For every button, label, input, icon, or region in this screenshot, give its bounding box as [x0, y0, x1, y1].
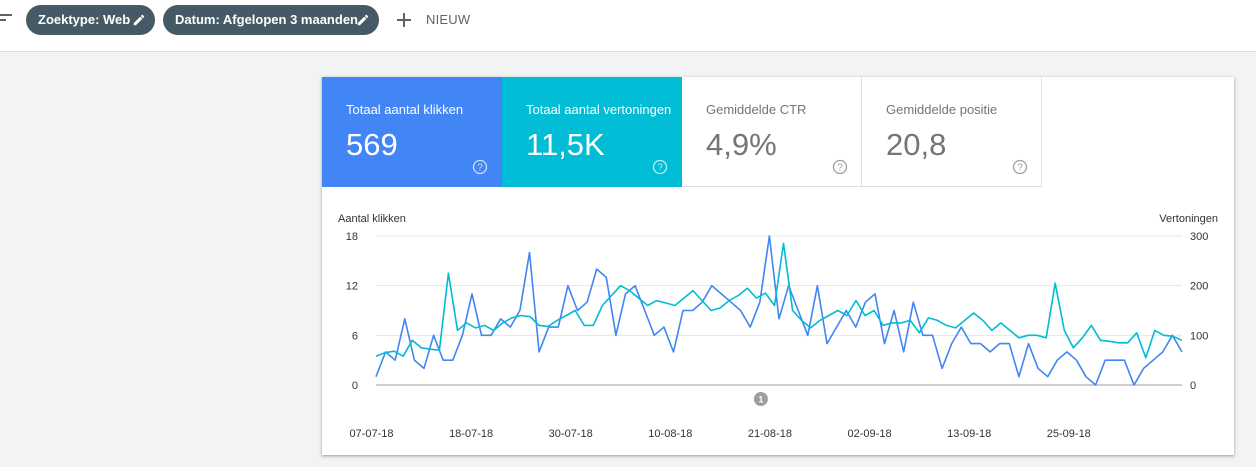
metric-value: 4,9%	[706, 127, 777, 162]
y-tick-label-right: 200	[1190, 281, 1208, 293]
help-icon[interactable]: ?	[1012, 159, 1028, 175]
date-range-chip[interactable]: Datum: Afgelopen 3 maanden	[163, 5, 379, 35]
metric-value: 569	[346, 127, 398, 162]
x-tick-label: 13-09-18	[947, 428, 991, 440]
y-tick-label-right: 0	[1190, 380, 1196, 392]
y-tick-label-right: 100	[1190, 330, 1208, 342]
svg-text:?: ?	[477, 163, 483, 174]
x-tick-label: 18-07-18	[449, 428, 493, 440]
search-type-chip[interactable]: Zoektype: Web	[26, 5, 155, 35]
x-tick-label: 02-09-18	[848, 428, 892, 440]
y-tick-label-left: 12	[346, 281, 358, 293]
annotation-marker[interactable]	[753, 392, 768, 406]
metric-value: 11,5K	[526, 127, 605, 162]
metric-total-impressions[interactable]: Totaal aantal vertoningen 11,5K ?	[502, 77, 682, 187]
metric-average-position[interactable]: Gemiddelde positie 20,8 ?	[862, 77, 1042, 187]
metric-label: Totaal aantal vertoningen	[526, 102, 672, 117]
metric-average-ctr[interactable]: Gemiddelde CTR 4,9% ?	[682, 77, 862, 187]
help-icon[interactable]: ?	[652, 159, 668, 175]
y-tick-label-left: 6	[352, 330, 358, 342]
right-axis-label: Vertoningen	[1159, 213, 1218, 225]
x-tick-label: 07-07-18	[349, 428, 393, 440]
edit-pencil-icon[interactable]	[132, 13, 146, 27]
metric-label: Totaal aantal klikken	[346, 102, 464, 117]
edit-pencil-icon[interactable]	[356, 13, 370, 27]
metric-total-clicks[interactable]: Totaal aantal klikken 569 ?	[322, 77, 502, 187]
clicks-series-line	[375, 235, 1183, 386]
x-tick-label: 25-09-18	[1047, 428, 1091, 440]
filter-icon[interactable]	[0, 13, 12, 27]
filter-bar: Zoektype: Web Datum: Afgelopen 3 maanden…	[0, 0, 1256, 52]
date-range-chip-label: Datum: Afgelopen 3 maanden	[175, 12, 358, 27]
add-filter-button[interactable]: NIEUW	[396, 6, 470, 34]
x-tick-label: 30-07-18	[549, 428, 593, 440]
metric-label: Gemiddelde CTR	[706, 102, 807, 117]
x-tick-label: 21-08-18	[748, 428, 792, 440]
y-tick-label-left: 0	[352, 380, 358, 392]
search-type-chip-label: Zoektype: Web	[38, 12, 131, 27]
add-filter-label: NIEUW	[426, 12, 471, 27]
y-tick-label-right: 300	[1190, 231, 1208, 243]
x-tick-label: 10-08-18	[648, 428, 692, 440]
metric-value: 20,8	[886, 127, 947, 162]
help-icon[interactable]: ?	[472, 159, 488, 175]
svg-text:?: ?	[837, 163, 843, 174]
annotation-label: 1	[758, 395, 763, 405]
impressions-series-line	[375, 242, 1183, 359]
performance-card: Totaal aantal klikken 569 ? Totaal aanta…	[322, 77, 1234, 455]
svg-text:?: ?	[657, 163, 663, 174]
help-icon[interactable]: ?	[832, 159, 848, 175]
svg-text:?: ?	[1017, 163, 1023, 174]
metric-label: Gemiddelde positie	[886, 102, 998, 117]
plus-icon	[397, 13, 411, 27]
left-axis-label: Aantal klikken	[338, 213, 406, 225]
y-tick-label-left: 18	[346, 231, 358, 243]
